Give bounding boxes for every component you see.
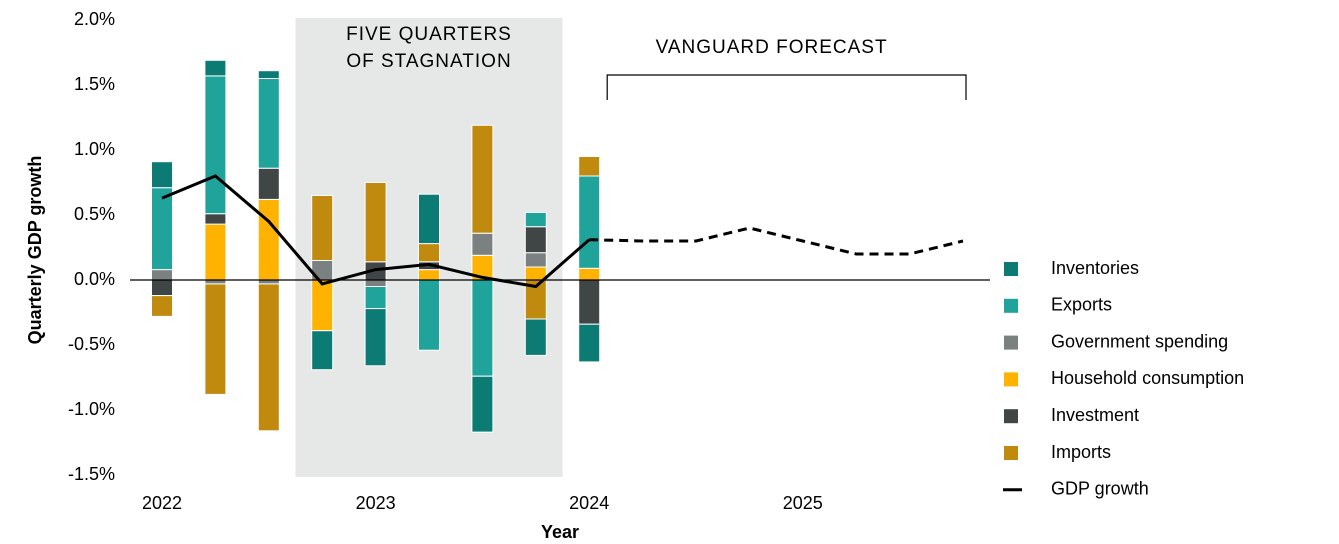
bar-segment <box>311 195 334 261</box>
forecast-bracket <box>606 74 967 100</box>
legend-label: Imports <box>1051 442 1111 462</box>
y-tick-label: -1.0% <box>68 399 115 419</box>
forecast-label: VANGUARD FORECAST <box>656 37 888 58</box>
legend-swatch <box>1004 446 1018 460</box>
bar-segment <box>257 167 280 200</box>
legend-swatch <box>1004 372 1018 387</box>
bar-segment <box>578 156 601 177</box>
bar-segment <box>151 269 173 281</box>
legend-label: GDP growth <box>1051 479 1149 499</box>
bar-segment <box>204 59 227 77</box>
y-tick-label: 1.5% <box>74 74 115 94</box>
legend-swatch <box>1004 335 1018 350</box>
bar-segment <box>257 283 280 432</box>
bar-segment <box>524 252 547 268</box>
legend-label: Household consumption <box>1051 368 1244 388</box>
bar-segment <box>311 279 334 332</box>
bar-segment <box>524 266 547 281</box>
bar-segment <box>204 213 227 225</box>
bar-segment <box>418 279 440 351</box>
legend-swatch <box>1004 298 1018 313</box>
y-tick-label: 2.0% <box>74 9 115 29</box>
bar-segment <box>364 308 387 367</box>
legend-label: Inventories <box>1051 258 1139 278</box>
legend-label: Investment <box>1051 405 1139 425</box>
gdp-line <box>161 174 591 289</box>
bar-segment <box>311 330 334 371</box>
y-tick-label: -1.5% <box>68 464 115 484</box>
legend-label: Government spending <box>1051 331 1228 351</box>
bar-segment <box>151 161 173 189</box>
y-tick-label: 0.5% <box>74 204 115 224</box>
legend-label: Exports <box>1051 295 1112 315</box>
bar-segment <box>524 318 547 356</box>
bar-segment <box>524 226 547 254</box>
bar-segment <box>204 75 227 215</box>
y-tick-label: 0.0% <box>74 269 115 289</box>
bar-segment <box>418 193 440 245</box>
shaded-label: OF STAGNATION <box>346 51 511 72</box>
bar-segment <box>471 124 494 234</box>
forecast-line <box>589 226 964 256</box>
bar-segment <box>578 175 601 269</box>
x-tick-label: 2022 <box>142 493 182 513</box>
bar-segment <box>204 283 227 395</box>
bar-segment <box>471 279 494 377</box>
bar-segment <box>364 279 387 287</box>
bar-segment <box>364 286 387 310</box>
bar-segment <box>471 375 494 433</box>
y-axis-label: Quarterly GDP growth <box>25 156 45 345</box>
y-tick-label: -0.5% <box>68 334 115 354</box>
x-tick-label: 2024 <box>569 493 609 513</box>
bar-segment <box>257 70 280 79</box>
bar-segment <box>524 211 547 228</box>
legend-swatch <box>1004 409 1018 424</box>
bar-segment <box>204 223 227 281</box>
bar-segment <box>578 267 601 281</box>
legend-swatch <box>1004 262 1018 276</box>
bar-segment <box>151 187 173 271</box>
bar-segment <box>418 269 440 281</box>
bar-segment <box>257 198 280 281</box>
bar-segment <box>151 295 173 317</box>
bar-segment <box>364 182 387 263</box>
x-tick-label: 2023 <box>356 493 396 513</box>
shaded-label: FIVE QUARTERS <box>346 24 512 45</box>
y-tick-label: 1.0% <box>74 139 115 159</box>
bar-segment <box>257 78 280 169</box>
bar-segment <box>578 279 601 325</box>
bar-segment <box>471 232 494 256</box>
x-axis-label: Year <box>541 522 579 542</box>
bar-segment <box>418 243 440 263</box>
bar-segment <box>578 323 601 363</box>
bar-segment <box>151 279 173 297</box>
x-tick-label: 2025 <box>783 493 823 513</box>
